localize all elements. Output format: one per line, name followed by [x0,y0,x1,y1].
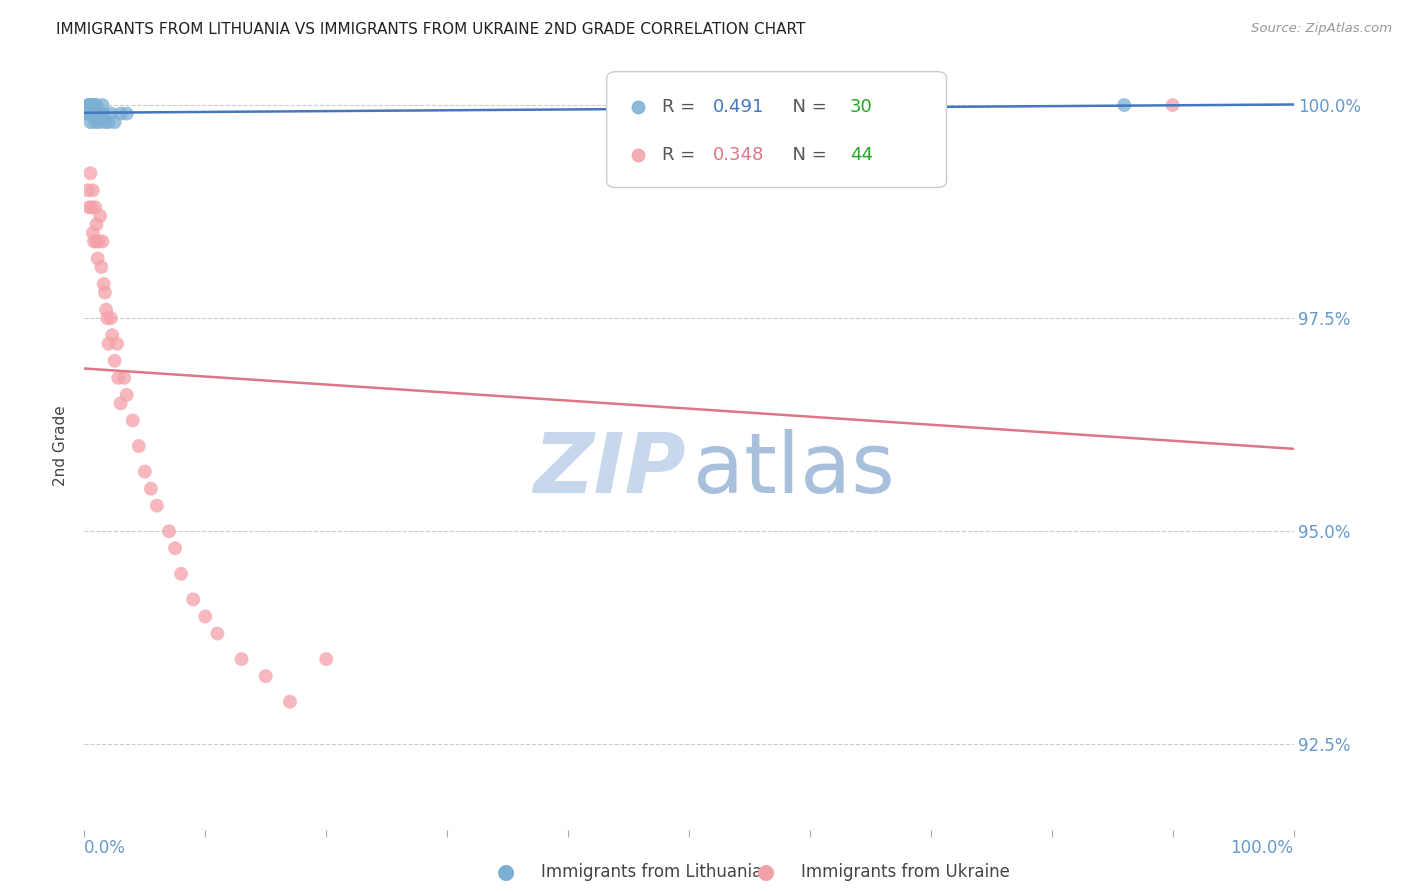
Text: 30: 30 [849,98,873,116]
Point [84,98,107,112]
Point [77,200,100,214]
Point [194,609,217,624]
Text: 0.348: 0.348 [713,146,765,164]
Text: 100.0%: 100.0% [1230,838,1294,856]
Point [96,311,118,326]
Y-axis label: 2nd Grade: 2nd Grade [53,406,69,486]
Point [231,652,253,666]
Point [79,115,101,129]
Text: 44: 44 [849,146,873,164]
Text: N =: N = [780,98,832,116]
Point [93,277,115,291]
Point [87,235,110,249]
Point [80,98,103,112]
Point [94,115,117,129]
Point [79,166,101,180]
Point [91,235,114,249]
Point [86,106,108,120]
Point [86,235,108,249]
Point [157,524,180,539]
Text: N =: N = [780,146,832,164]
Point [82,98,104,112]
Point [110,106,132,120]
Point [115,388,138,402]
Point [101,328,124,343]
Text: Immigrants from Ukraine: Immigrants from Ukraine [801,863,1011,881]
Point [170,566,193,581]
Point [1161,98,1184,112]
Text: 0.0%: 0.0% [84,838,127,856]
Point [146,499,169,513]
Point [77,98,100,112]
Point [115,106,138,120]
Text: ●: ● [758,863,775,882]
Point [84,200,107,214]
Point [97,115,120,129]
Point [104,115,127,129]
Point [82,183,104,197]
Text: atlas: atlas [693,428,894,509]
Point [84,115,107,129]
Point [315,652,337,666]
Text: R =: R = [662,98,702,116]
Point [181,592,204,607]
Point [112,371,135,385]
Text: ●: ● [498,863,515,882]
Point [91,98,114,112]
Point [77,98,100,112]
Point [165,541,187,556]
Point [128,439,150,453]
Point [100,311,122,326]
Point [86,98,108,112]
Point [89,209,111,223]
Point [254,669,277,683]
Text: IMMIGRANTS FROM LITHUANIA VS IMMIGRANTS FROM UKRAINE 2ND GRADE CORRELATION CHART: IMMIGRANTS FROM LITHUANIA VS IMMIGRANTS … [56,22,806,37]
Point [77,183,100,197]
Point [207,626,229,640]
Point [86,106,108,120]
Point [97,336,120,351]
Point [107,371,129,385]
Text: 0.491: 0.491 [713,98,765,116]
Point [83,106,105,120]
Point [105,336,128,351]
Point [121,413,143,427]
Point [90,106,112,120]
Point [94,285,117,300]
Point [80,200,103,214]
Point [90,260,112,274]
Point [76,106,98,120]
Point [139,482,162,496]
Point [82,226,104,240]
Point [134,465,156,479]
Point [110,396,132,410]
Text: Source: ZipAtlas.com: Source: ZipAtlas.com [1251,22,1392,36]
Point [83,98,105,112]
Point [79,106,101,120]
Point [93,106,115,120]
Point [83,235,105,249]
Point [86,218,108,232]
Point [1114,98,1136,112]
Point [86,252,108,266]
Text: R =: R = [662,146,702,164]
Point [80,106,103,120]
Point [82,106,104,120]
Point [77,106,100,120]
Point [89,106,111,120]
Point [100,106,122,120]
Point [278,695,301,709]
Point [79,98,101,112]
FancyBboxPatch shape [607,71,946,187]
Point [87,115,110,129]
Text: ZIP: ZIP [533,428,685,509]
Point [104,353,127,368]
Point [94,302,117,317]
Text: Immigrants from Lithuania: Immigrants from Lithuania [541,863,762,881]
